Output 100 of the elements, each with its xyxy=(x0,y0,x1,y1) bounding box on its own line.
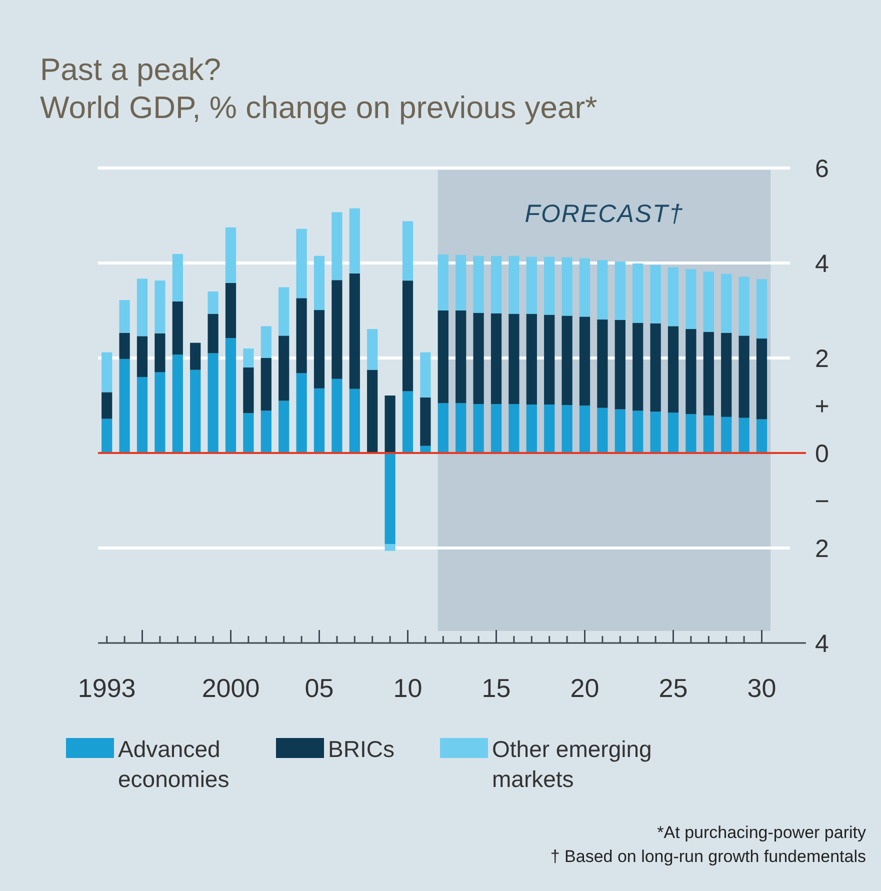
bar xyxy=(172,301,183,355)
bar xyxy=(614,320,626,410)
bar xyxy=(721,332,732,417)
bar xyxy=(136,278,148,336)
bar xyxy=(597,320,608,408)
y-tick-label: − xyxy=(814,488,830,516)
bar xyxy=(526,404,537,453)
bar xyxy=(102,418,112,453)
band-label: FORECAST† xyxy=(524,200,684,228)
bar xyxy=(136,377,148,453)
chart-subtitle: World GDP, % change on previous year* xyxy=(40,90,598,125)
bar xyxy=(456,310,466,404)
bar xyxy=(686,329,696,414)
bar xyxy=(172,354,183,453)
bar xyxy=(650,412,661,453)
bar xyxy=(278,287,290,336)
bar xyxy=(420,397,431,446)
bar xyxy=(225,282,236,338)
bar xyxy=(508,404,520,453)
bar xyxy=(367,370,378,453)
bar xyxy=(614,409,626,453)
bar xyxy=(738,336,750,418)
bar xyxy=(473,256,484,313)
bar xyxy=(208,353,218,453)
bar xyxy=(473,404,484,453)
bar xyxy=(438,403,448,453)
bar xyxy=(544,404,555,453)
legend-label: Other emerging markets xyxy=(492,736,652,792)
bar xyxy=(562,316,572,406)
text: † Based on long-run growth fundementals xyxy=(550,847,866,866)
bar xyxy=(190,370,201,453)
bar xyxy=(154,372,166,453)
x-tick-label: 15 xyxy=(482,673,511,703)
bar xyxy=(490,313,502,404)
x-tick-label: 20 xyxy=(570,673,600,703)
bar xyxy=(296,298,307,374)
bar xyxy=(579,258,590,317)
bar xyxy=(402,280,414,392)
bar xyxy=(154,280,166,334)
x-tick-label: 30 xyxy=(747,673,776,703)
bar xyxy=(756,338,768,420)
bar xyxy=(260,326,272,358)
y-tick-label: 2 xyxy=(815,345,829,373)
bar xyxy=(579,406,590,453)
bar xyxy=(438,254,448,310)
bar xyxy=(473,312,484,404)
y-tick-label: 4 xyxy=(815,250,830,278)
bar xyxy=(632,410,644,453)
bar xyxy=(402,221,414,281)
bar xyxy=(260,410,272,453)
y-tick-label: 6 xyxy=(815,155,829,183)
bar xyxy=(526,314,537,405)
bar xyxy=(456,254,466,310)
bar xyxy=(154,333,166,372)
bar xyxy=(190,342,201,370)
bar xyxy=(703,415,714,453)
legend-label: Advanced economies xyxy=(118,736,230,792)
bar xyxy=(686,414,696,453)
bar xyxy=(721,416,732,453)
bar xyxy=(668,412,679,453)
y-tick-label: 0 xyxy=(815,440,829,468)
bar xyxy=(490,404,502,453)
bar xyxy=(172,254,183,302)
bar xyxy=(384,453,396,544)
bar xyxy=(597,408,608,453)
bar xyxy=(102,392,112,419)
bar xyxy=(243,368,254,414)
bar xyxy=(296,228,307,298)
x-tick-label: 2000 xyxy=(202,673,260,703)
bar xyxy=(526,256,537,314)
x-tick-label: 1993 xyxy=(78,673,136,703)
bar xyxy=(332,280,342,379)
bar xyxy=(332,378,342,453)
x-tick-label: 10 xyxy=(393,673,422,703)
bar xyxy=(349,273,360,389)
bar xyxy=(668,267,679,326)
bar xyxy=(349,208,360,274)
bar xyxy=(296,373,307,453)
bar xyxy=(438,310,448,404)
bar xyxy=(668,326,679,413)
bar xyxy=(384,544,396,551)
bar xyxy=(243,348,254,368)
bar xyxy=(119,358,130,453)
bar xyxy=(349,388,360,453)
bar xyxy=(225,338,236,453)
bar xyxy=(314,256,325,310)
bar xyxy=(738,276,750,336)
bar xyxy=(208,292,218,314)
y-tick-label: 4 xyxy=(815,630,830,658)
bar xyxy=(119,332,130,359)
bar xyxy=(703,272,714,332)
bar xyxy=(756,279,768,339)
bar xyxy=(614,262,626,320)
bar xyxy=(562,405,572,453)
bar xyxy=(632,263,644,323)
bar xyxy=(278,400,290,453)
bar xyxy=(314,388,325,453)
bar xyxy=(314,310,325,388)
bar xyxy=(102,352,112,392)
bar xyxy=(703,332,714,416)
